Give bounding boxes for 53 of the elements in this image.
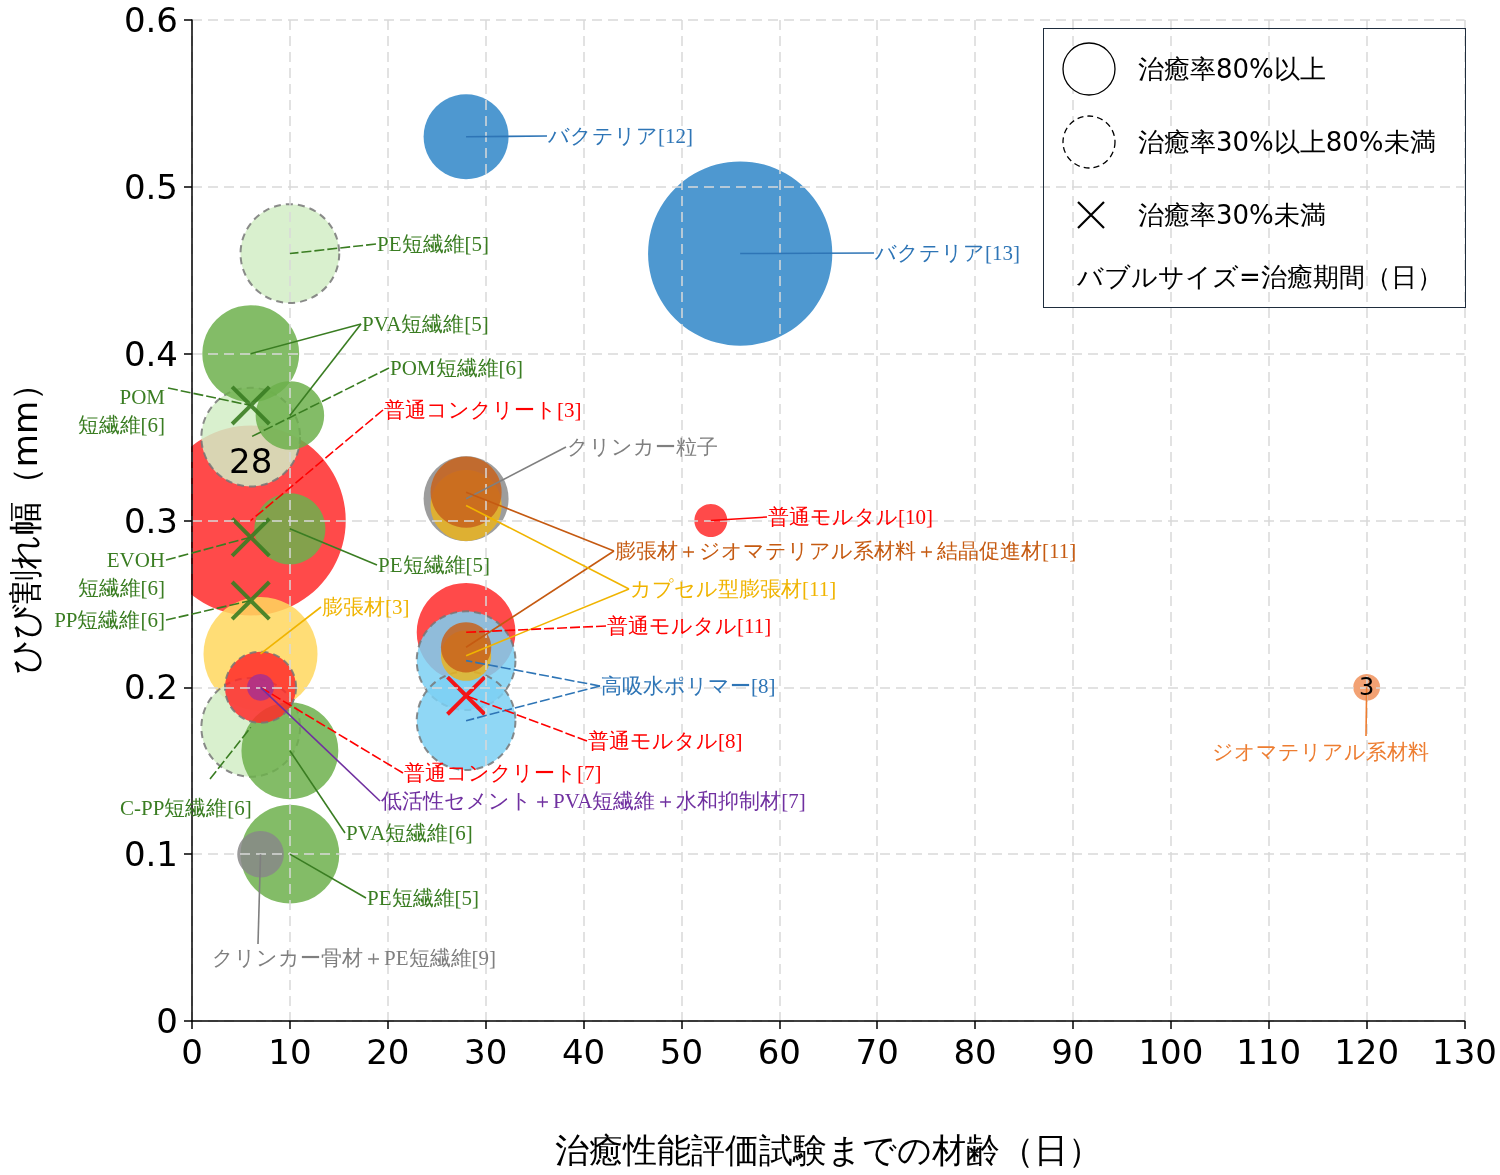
annotation: ジオマテリアル系材料: [1212, 740, 1429, 764]
annotation: 普通コンクリート[7]: [404, 761, 602, 785]
legend-title: バブルサイズ=治癒期間（日）: [1076, 262, 1443, 292]
x-tick-label: 10: [268, 1032, 312, 1072]
annotation: バクテリア[12]: [547, 124, 693, 148]
x-tick-label: 30: [464, 1032, 508, 1072]
annotation: PP短繊維[6]: [54, 608, 165, 632]
y-tick-label: 0.2: [123, 667, 178, 708]
annotation: PVA短繊維[6]: [346, 821, 473, 845]
annotation: バクテリア[13]: [874, 241, 1020, 265]
annotation: 普通モルタル[10]: [768, 505, 933, 529]
y-tick-label: 0.3: [123, 500, 178, 541]
annotation: クリンカー粒子: [567, 435, 718, 459]
y-tick-label: 0.1: [123, 834, 178, 875]
annotation: POM短繊維[6]: [390, 356, 524, 380]
annotation: EVOH 短繊維[6]: [77, 548, 165, 600]
x-tick-label: 60: [757, 1032, 801, 1072]
x-tick-label: 0: [181, 1032, 203, 1072]
y-tick-label: 0: [156, 1001, 178, 1041]
annotation: 3: [1359, 673, 1375, 702]
annotation: 治癒率30%以上80%未満: [1138, 127, 1436, 157]
y-tick-label: 0.4: [123, 333, 178, 374]
y-axis-title: ひび割れ幅（mm）: [5, 366, 45, 675]
annotation: PE短繊維[5]: [378, 553, 490, 577]
x-tick-label: 130: [1432, 1032, 1498, 1072]
x-tick-label: 100: [1138, 1032, 1204, 1072]
x-tick-label: 80: [953, 1032, 997, 1072]
x-tick-label: 20: [366, 1032, 410, 1072]
x-tick-label: 120: [1334, 1032, 1400, 1072]
annotation: 普通モルタル[11]: [607, 614, 772, 638]
y-tick-label: 0.5: [123, 166, 178, 207]
y-tick-label: 0.6: [123, 0, 178, 40]
annotation: PE短繊維[5]: [367, 886, 479, 910]
annotation: 高吸水ポリマー[8]: [601, 674, 776, 698]
x-tick-label: 110: [1236, 1032, 1302, 1072]
annotation: 普通コンクリート[3]: [384, 398, 582, 422]
annotation: PE短繊維[5]: [377, 232, 489, 256]
x-tick-label: 40: [561, 1032, 606, 1072]
annotation: カプセル型膨張材[11]: [630, 577, 837, 601]
annotation: POM 短繊維[6]: [77, 385, 166, 437]
x-tick-label: 50: [659, 1032, 704, 1072]
annotation: 低活性セメント＋PVA短繊維＋水和抑制材[7]: [381, 789, 806, 813]
x-axis-title: 治癒性能評価試験までの材齢（日）: [554, 1130, 1102, 1170]
annotation: 治癒率80%以上: [1138, 54, 1326, 84]
annotation: 膨張材＋ジオマテリアル系材料＋結晶促進材[11]: [615, 539, 1077, 563]
annotation: 普通モルタル[8]: [588, 729, 743, 753]
x-tick-label: 70: [855, 1032, 899, 1072]
x-tick-label: 90: [1051, 1032, 1095, 1072]
annotation: 28: [229, 441, 273, 482]
annotation: 治癒率30%未満: [1138, 200, 1326, 230]
annotation: 膨張材[3]: [322, 595, 410, 619]
annotation: クリンカー骨材＋PE短繊維[9]: [212, 946, 496, 970]
annotation: PVA短繊維[5]: [362, 312, 489, 336]
